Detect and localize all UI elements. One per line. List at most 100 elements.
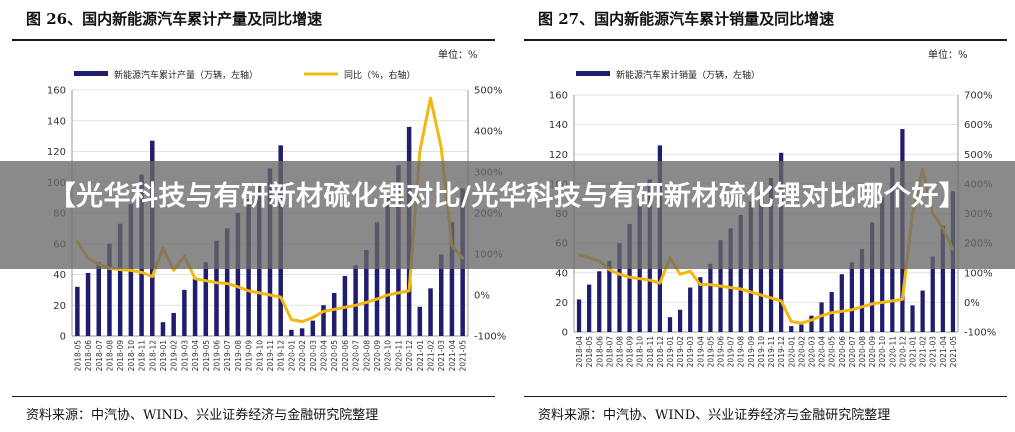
y-left-tick-label: 40 [53, 270, 66, 281]
legend-bar-label: 新能源汽车累计产量（万辆，左轴） [114, 69, 258, 81]
x-tick-label: 2018-11 [138, 340, 147, 372]
x-tick-label: 2020-06 [341, 340, 350, 372]
bar-mark [930, 256, 935, 332]
bar-mark [182, 289, 187, 336]
chart-title: 图 27、国内新能源汽车累计销量及同比增速 [538, 10, 835, 28]
bar-mark [85, 272, 91, 336]
x-tick-label: 2018-12 [148, 340, 157, 372]
x-tick-label: 2020-02 [298, 340, 307, 372]
source-note: 资料来源：中汽协、WIND、兴业证券经济与金融研究院整理 [538, 408, 891, 423]
bar-mark [374, 222, 380, 336]
x-tick-label: 2019-11 [767, 336, 776, 368]
bar-mark [214, 240, 219, 336]
x-tick-label: 2021-04 [448, 340, 457, 372]
bar-mark [438, 254, 444, 336]
bar-mark [809, 315, 814, 332]
bar-mark [940, 225, 945, 332]
title-divider [12, 39, 495, 41]
bar-mark [607, 260, 612, 332]
bar-mark [171, 312, 176, 336]
bar-mark [160, 322, 166, 336]
x-tick-label: 2020-10 [878, 336, 887, 368]
bar-mark [299, 328, 305, 336]
headline-text[interactable]: 【光华科技与有研新材硫化锂对比/光华科技与有研新材硫化锂对比哪个好】 [48, 181, 967, 212]
chart-title: 图 26、国内新能源汽车累计产量及同比增速 [26, 10, 323, 28]
bar-mark [192, 279, 198, 336]
bar-mark [75, 286, 80, 336]
x-tick-label: 2019-10 [255, 340, 264, 372]
x-tick-label: 2020-12 [898, 336, 907, 368]
y-right-tick-label: 0% [474, 291, 490, 302]
x-tick-label: 2019-10 [757, 336, 766, 368]
x-tick-label: 2020-11 [888, 336, 897, 368]
x-tick-label: 2020-04 [818, 336, 827, 368]
x-tick-label: 2019-07 [223, 340, 232, 372]
y-right-tick-label: 700% [964, 91, 993, 102]
bar-mark [708, 263, 713, 332]
x-tick-label: 2018-06 [595, 336, 604, 368]
x-tick-label: 2020-07 [352, 340, 361, 372]
x-tick-label: 2018-07 [95, 340, 104, 372]
x-tick-label: 2021-02 [427, 340, 436, 372]
x-tick-label: 2018-07 [605, 336, 614, 368]
y-left-tick-label: 120 [47, 147, 66, 158]
bar-mark [289, 329, 294, 336]
x-tick-label: 2019-05 [202, 340, 211, 372]
x-tick-label: 2018-11 [646, 336, 655, 368]
x-tick-label: 2020-10 [384, 340, 393, 372]
bar-mark [738, 214, 743, 332]
x-tick-label: 2019-02 [170, 340, 179, 372]
y-right-tick-label: 500% [474, 86, 503, 97]
x-tick-label: 2021-04 [939, 336, 948, 368]
bar-mark [364, 249, 369, 336]
x-tick-label: 2018-12 [656, 336, 665, 368]
x-tick-label: 2019-02 [676, 336, 685, 368]
x-tick-label: 2018-08 [105, 340, 114, 372]
bar-mark [617, 243, 622, 332]
bar-mark [331, 292, 337, 336]
x-tick-label: 2018-05 [73, 340, 82, 372]
x-tick-label: 2019-08 [737, 336, 746, 368]
x-tick-label: 2021-05 [459, 340, 468, 372]
x-tick-label: 2019-07 [727, 336, 736, 368]
y-left-tick-label: 20 [53, 301, 66, 312]
x-tick-label: 2019-03 [180, 340, 189, 372]
y-left-tick-label: 120 [549, 150, 568, 161]
x-tick-label: 2018-08 [615, 336, 624, 368]
x-tick-label: 2019-08 [234, 340, 243, 372]
x-tick-label: 2018-06 [84, 340, 93, 372]
x-tick-label: 2021-01 [909, 336, 918, 368]
bar-mark [587, 284, 592, 332]
bar-mark [869, 222, 875, 332]
x-tick-label: 2019-06 [717, 336, 726, 368]
x-tick-label: 2020-05 [828, 336, 837, 368]
x-tick-label: 2019-01 [666, 336, 675, 368]
x-tick-label: 2019-03 [686, 336, 695, 368]
x-tick-label: 2020-06 [838, 336, 847, 368]
x-tick-label: 2020-07 [848, 336, 857, 368]
bar-mark [203, 262, 209, 336]
bar-mark [353, 265, 358, 336]
y-left-tick-label: 140 [549, 120, 568, 131]
y-right-tick-label: -100% [964, 328, 996, 339]
source-note: 资料来源：中汽协、WIND、兴业证券经济与金融研究院整理 [26, 408, 379, 423]
legend: 新能源汽车累计销量（万辆，左轴） [576, 69, 760, 81]
y-right-tick-label: 400% [474, 127, 503, 138]
x-tick-label: 2020-05 [330, 340, 339, 372]
x-tick-label: 2018-04 [575, 336, 584, 368]
x-tick-label: 2020-04 [320, 340, 329, 372]
bar-mark [321, 305, 326, 336]
bar-mark [597, 271, 602, 332]
x-tick-label: 2019-11 [266, 340, 275, 372]
bar-mark [839, 274, 844, 332]
bar-mark [789, 326, 794, 332]
bar-mark [677, 309, 683, 332]
bar-mark [728, 228, 733, 332]
x-tick-label: 2019-09 [245, 340, 254, 372]
bar-mark [849, 262, 855, 332]
y-left-tick-label: 160 [549, 91, 568, 102]
x-tick-label: 2021-05 [949, 336, 958, 368]
x-tick-label: 2019-04 [191, 340, 200, 372]
x-tick-label: 2019-12 [277, 340, 286, 372]
x-tick-label: 2020-08 [362, 340, 371, 372]
